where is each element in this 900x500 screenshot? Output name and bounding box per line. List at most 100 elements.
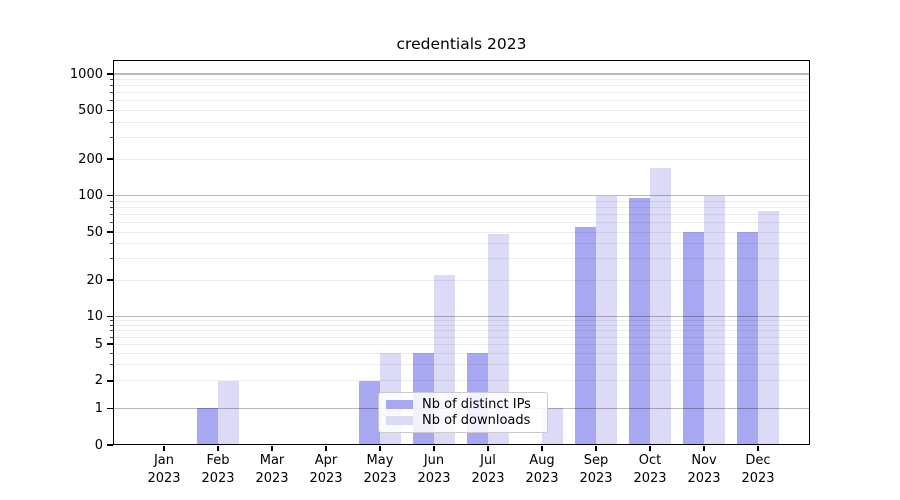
y-minor-tick-900 (109, 79, 113, 81)
gridline-minor-80 (113, 206, 810, 208)
y-minor-tick-3 (109, 364, 113, 366)
gridline-minor-2 (113, 380, 810, 382)
y-tick-label-2: 2 (94, 373, 103, 389)
legend-item-downloads: Nb of downloads (386, 413, 539, 428)
bar-oct-distinct-ips (629, 198, 650, 445)
y-minor-tick-70 (109, 213, 113, 215)
gridline-minor-70 (113, 213, 810, 215)
y-minor-tick-6 (109, 336, 113, 338)
y-tick-500 (107, 109, 113, 112)
y-tick-label-200: 200 (78, 151, 103, 167)
x-tick-label-dec: Dec 2023 (741, 453, 775, 486)
y-tick-100 (107, 194, 113, 197)
x-tick-oct (649, 446, 651, 451)
x-tick-nov (703, 446, 705, 451)
gridline-minor-3 (113, 364, 810, 366)
bar-dec-downloads (758, 210, 779, 445)
gridline-minor-60 (113, 222, 810, 224)
x-tick-label-sep: Sep 2023 (579, 453, 613, 486)
y-minor-tick-700 (109, 92, 113, 94)
y-minor-tick-60 (109, 222, 113, 224)
y-tick-50 (107, 231, 113, 233)
gridline-minor-8 (113, 325, 810, 327)
x-tick-label-nov: Nov 2023 (687, 453, 721, 486)
gridline-minor-5 (113, 343, 810, 345)
x-tick-label-apr: Apr 2023 (309, 453, 343, 486)
y-tick-label-20: 20 (86, 272, 103, 288)
y-minor-tick-400 (109, 121, 113, 123)
x-tick-feb (217, 446, 219, 451)
y-minor-tick-30 (109, 258, 113, 260)
y-tick-10 (107, 315, 113, 318)
gridline-minor-500 (113, 110, 810, 112)
y-tick-label-500: 500 (78, 103, 103, 119)
gridline-minor-6 (113, 336, 810, 338)
gridline-minor-20 (113, 279, 810, 281)
gridline-major-100 (113, 195, 810, 197)
y-tick-label-100: 100 (78, 188, 103, 204)
bar-nov-distinct-ips (683, 232, 704, 445)
y-tick-label-10: 10 (86, 309, 103, 325)
legend-swatch-downloads (386, 416, 413, 426)
legend-label-downloads: Nb of downloads (422, 413, 531, 429)
y-tick-2 (107, 379, 113, 382)
gridline-minor-4 (113, 352, 810, 354)
y-minor-tick-9 (109, 320, 113, 322)
y-tick-label-1: 1 (94, 400, 103, 416)
gridline-major-1000 (113, 73, 810, 75)
y-minor-tick-40 (109, 243, 113, 245)
y-tick-200 (107, 158, 113, 160)
x-tick-label-jan: Jan 2023 (147, 453, 181, 486)
y-minor-tick-90 (109, 200, 113, 202)
gridline-minor-400 (113, 121, 810, 123)
gridline-minor-700 (113, 92, 810, 94)
y-tick-1000 (107, 73, 113, 75)
x-tick-label-jul: Jul 2023 (471, 453, 505, 486)
x-tick-label-jun: Jun 2023 (417, 453, 451, 486)
gridline-minor-9 (113, 320, 810, 322)
x-tick-jan (163, 446, 165, 451)
gridline-minor-90 (113, 200, 810, 202)
y-minor-tick-4 (109, 352, 113, 354)
y-minor-tick-800 (109, 85, 113, 87)
y-minor-tick-300 (109, 137, 113, 139)
y-tick-5 (107, 343, 113, 346)
x-tick-sep (595, 446, 597, 451)
y-minor-tick-80 (109, 206, 113, 208)
y-tick-label-50: 50 (86, 224, 103, 240)
gridline-major-10 (113, 316, 810, 318)
bar-feb-distinct-ips (197, 408, 218, 445)
y-minor-tick-8 (109, 325, 113, 327)
gridline-minor-300 (113, 137, 810, 139)
x-tick-dec (757, 446, 759, 451)
bar-dec-distinct-ips (737, 232, 758, 445)
gridline-minor-50 (113, 231, 810, 233)
y-tick-1 (107, 407, 113, 410)
x-tick-jul (487, 446, 489, 451)
bar-sep-distinct-ips (575, 227, 596, 445)
x-tick-label-aug: Aug 2023 (525, 453, 559, 486)
gridline-minor-900 (113, 79, 810, 81)
y-minor-tick-7 (109, 330, 113, 332)
legend-label-distinct-ips: Nb of distinct IPs (422, 396, 531, 412)
x-tick-label-oct: Oct 2023 (633, 453, 667, 486)
gridline-minor-200 (113, 158, 810, 160)
bar-sep-downloads (596, 195, 617, 445)
bar-oct-downloads (650, 167, 671, 445)
x-tick-label-mar: Mar 2023 (255, 453, 289, 486)
y-tick-0 (107, 444, 113, 446)
y-tick-20 (107, 279, 113, 282)
y-tick-label-0: 0 (94, 437, 103, 453)
y-minor-tick-600 (109, 100, 113, 102)
bar-nov-downloads (704, 195, 725, 445)
legend: Nb of distinct IPs Nb of downloads (378, 392, 548, 433)
x-tick-label-may: May 2023 (363, 453, 397, 486)
y-tick-label-1000: 1000 (69, 66, 103, 82)
gridline-minor-800 (113, 85, 810, 87)
bar-feb-downloads (218, 380, 239, 445)
x-tick-jun (433, 446, 435, 451)
y-tick-label-5: 5 (94, 336, 103, 352)
x-tick-may (379, 446, 381, 451)
gridline-minor-30 (113, 258, 810, 260)
